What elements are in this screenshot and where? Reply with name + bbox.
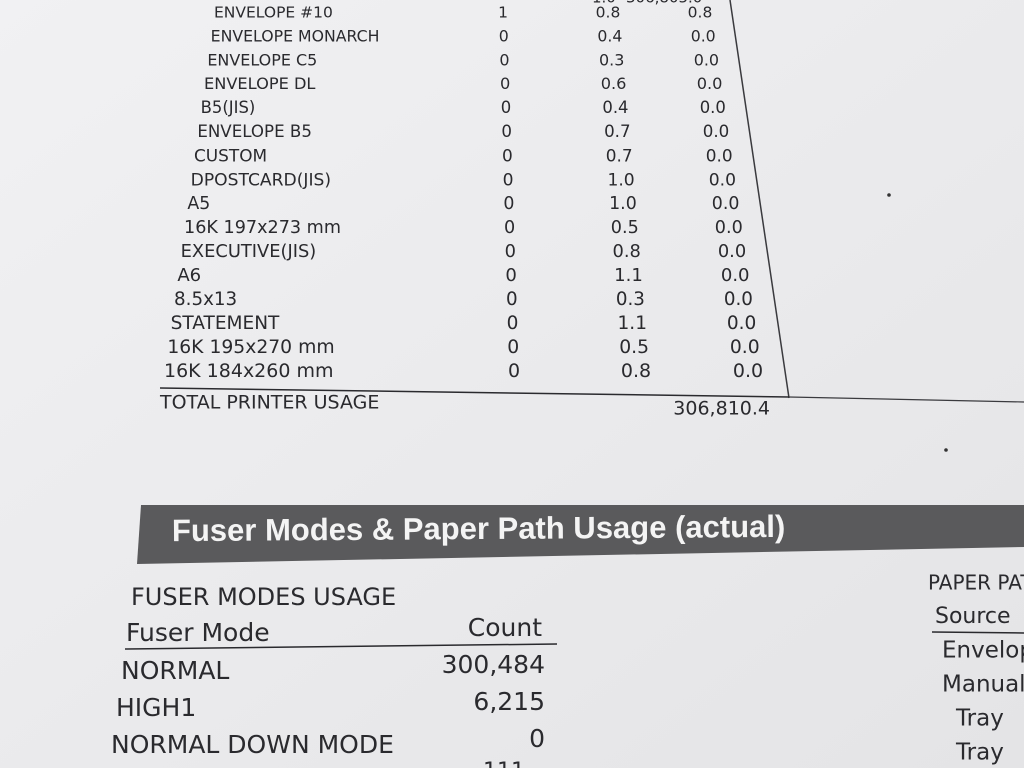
section-heading: Fuser Modes & Paper Path Usage (actual) xyxy=(172,509,786,548)
paper-size-name: 16K 197x273 mm xyxy=(184,218,341,238)
paper-source: Tray xyxy=(955,706,1004,732)
table-cell: 0.0 xyxy=(700,98,726,117)
fuser-count: 0 xyxy=(529,724,545,753)
paper-size-name: B5(JIS) xyxy=(201,98,256,117)
table-cell: 0.8 xyxy=(596,4,621,22)
table-cell: 0.3 xyxy=(616,289,645,310)
table-cell: 0 xyxy=(503,170,514,190)
column-header: Count xyxy=(468,613,542,642)
table-cell: 0 xyxy=(504,218,515,238)
paper-size-name: ENVELOPE DL xyxy=(204,74,315,93)
paper-size-name: 16K 195x270 mm xyxy=(167,337,334,358)
table-cell: 0.7 xyxy=(604,122,631,141)
table-cell: 0.5 xyxy=(619,337,649,358)
table-cell: 0 xyxy=(499,50,509,69)
table-cell: 0.5 xyxy=(611,218,639,238)
paper-size-name: DPOSTCARD(JIS) xyxy=(191,170,331,190)
table-cell: 0 xyxy=(500,74,510,93)
table-cell: 0.0 xyxy=(727,313,756,334)
page-rule xyxy=(788,396,1024,403)
table-cell: 0 xyxy=(507,313,519,334)
table-cell: 0.0 xyxy=(721,265,750,286)
fuser-header-rule xyxy=(124,643,558,650)
table-cell: 0 xyxy=(508,360,520,382)
table-cell: 1.1 xyxy=(614,265,643,286)
table-cell: 0.8 xyxy=(621,360,651,382)
table-cell: 1.0 xyxy=(592,0,616,7)
table-cell: 0 xyxy=(501,122,512,141)
table-cell: 0 xyxy=(501,98,511,117)
document-content: 1.0 306,805.0 ENVELOPE #10 1 0.8 0.8 ENVELOPE … xyxy=(111,0,1024,768)
table-cell: 0.0 xyxy=(694,50,719,69)
table-cell: 0.8 xyxy=(612,241,640,262)
paper-size-name: STATEMENT xyxy=(171,313,280,334)
paper-size-name: 16K 184x260 mm xyxy=(164,360,334,382)
table-cell: 0.0 xyxy=(709,170,736,190)
paper-size-name: CUSTOM xyxy=(194,145,267,165)
table-cell: 0.6 xyxy=(601,74,627,93)
paper-path-header-rule xyxy=(931,631,1024,634)
paper-source: Manual xyxy=(942,672,1024,698)
speck xyxy=(887,193,891,197)
paper-size-name: ENVELOPE C5 xyxy=(207,50,317,69)
cut-text: 111 xyxy=(483,759,525,768)
table-cell: 0.0 xyxy=(703,122,730,141)
paper-size-name: A6 xyxy=(177,265,201,286)
table-cell: 1.0 xyxy=(609,194,637,214)
paper-source: Tray xyxy=(955,740,1004,766)
total-value: 306,810.4 xyxy=(673,398,770,420)
fuser-mode: NORMAL xyxy=(121,656,229,685)
table-cell: 0.4 xyxy=(597,26,622,45)
table-cell: 0.0 xyxy=(706,145,733,165)
fuser-mode: NORMAL DOWN MODE xyxy=(111,730,394,759)
column-header: Fuser Mode xyxy=(126,618,270,647)
table-cell: 0 xyxy=(507,337,519,358)
paper-size-name: ENVELOPE #10 xyxy=(214,4,333,22)
table-cell: 0.0 xyxy=(691,26,716,45)
table-cell: 0.3 xyxy=(599,50,624,69)
fuser-count: 6,215 xyxy=(473,687,545,716)
fuser-mode: HIGH1 xyxy=(116,693,196,722)
table-cell: 1 xyxy=(498,4,508,22)
table-cell: 0.7 xyxy=(606,145,633,165)
table-cell: 0.4 xyxy=(602,98,628,117)
fuser-count: 300,484 xyxy=(442,650,545,679)
table-cell: 0 xyxy=(505,265,516,286)
table-cell: 0 xyxy=(503,194,514,214)
table-cell: 0.0 xyxy=(730,337,760,358)
table-cell: 0 xyxy=(506,289,518,310)
speck xyxy=(944,448,948,452)
column-header: Source xyxy=(935,604,1011,629)
table-cell: 306,805.0 xyxy=(626,0,702,7)
paper-size-name: 8.5x13 xyxy=(174,289,237,310)
table-cell: 0 xyxy=(505,241,516,262)
paper-size-name: A5 xyxy=(187,194,210,214)
fuser-title: FUSER MODES USAGE xyxy=(131,583,396,611)
paper-size-name: EXECUTIVE(JIS) xyxy=(181,241,317,262)
paper-size-name: ENVELOPE MONARCH xyxy=(211,26,380,45)
table-cell: 0.8 xyxy=(688,4,713,22)
table-right-rule xyxy=(729,0,790,399)
section-band xyxy=(137,505,1024,564)
table-cell: 1.0 xyxy=(607,170,634,190)
total-label: TOTAL PRINTER USAGE xyxy=(159,392,379,414)
paper-size-name: ENVELOPE B5 xyxy=(197,122,312,141)
total-rule xyxy=(159,387,790,398)
table-cell: 0 xyxy=(499,26,509,45)
paper-source: Envelop xyxy=(942,638,1024,664)
table-cell: 0.0 xyxy=(715,218,743,238)
table-cell: 1.1 xyxy=(618,313,647,334)
table-cell: 0.0 xyxy=(724,289,753,310)
table-cell: 0.0 xyxy=(718,241,746,262)
table-cell: 0 xyxy=(502,145,513,165)
table-cell: 0.0 xyxy=(733,360,763,382)
table-cell: 0.0 xyxy=(712,194,740,214)
paper-path-title: PAPER PAT xyxy=(928,571,1024,595)
table-cell: 0.0 xyxy=(697,74,723,93)
